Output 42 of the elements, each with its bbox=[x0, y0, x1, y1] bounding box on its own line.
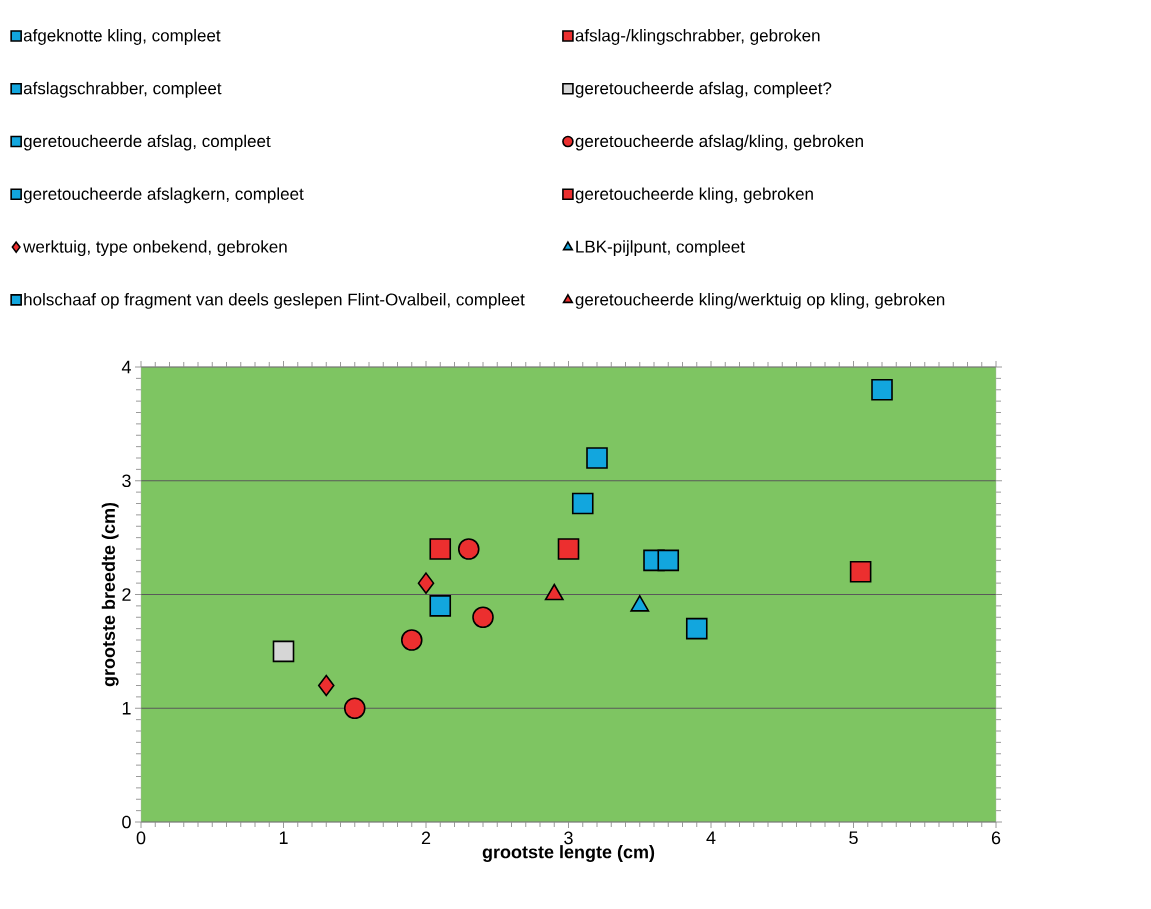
legend-label: geretoucheerde afslag/kling, gebroken bbox=[575, 134, 863, 151]
point bbox=[400, 629, 423, 651]
x-tick-label: 0 bbox=[136, 831, 146, 845]
x-axis-title: grootste lengte (cm) bbox=[482, 845, 655, 862]
y-tick-label: 2 bbox=[122, 588, 131, 601]
x-tick-label: 1 bbox=[279, 831, 288, 844]
point bbox=[557, 538, 580, 560]
legend-label: geretoucheerde kling, gebroken bbox=[575, 187, 813, 204]
legend-label: holschaaf op fragment van deels geslepen Flint-Ovalbeil, compleet bbox=[24, 293, 525, 309]
legend-label: geretoucheerde afslagkern, compleet bbox=[23, 187, 304, 204]
point bbox=[685, 617, 708, 640]
x-tick-label: 5 bbox=[849, 831, 858, 845]
point bbox=[429, 595, 452, 617]
legend-label: afgeknotte kling, compleet bbox=[23, 29, 221, 45]
point bbox=[429, 538, 452, 560]
y-axis-title: grootste breedte (cm) bbox=[101, 502, 119, 687]
y-tick-label: 4 bbox=[121, 360, 131, 374]
x-tick-label: 3 bbox=[564, 831, 573, 845]
legend-label: geretoucheerde kling/werktuig op kling, gebroken bbox=[575, 293, 945, 309]
legend-label: afslagschrabber, compleet bbox=[23, 81, 222, 98]
legend-label: werktuig, type onbekend, gebroken bbox=[23, 240, 287, 257]
point bbox=[871, 378, 893, 401]
y-tick-label: 0 bbox=[122, 815, 131, 829]
point bbox=[272, 640, 295, 663]
point bbox=[317, 674, 335, 697]
x-tick-label: 4 bbox=[706, 831, 716, 844]
legend-label: LBK-pijlpunt, compleet bbox=[576, 240, 745, 257]
legend-label: geretoucheerde afslag, compleet? bbox=[575, 81, 832, 98]
point bbox=[457, 538, 480, 560]
point bbox=[472, 606, 494, 629]
x-tick-label: 2 bbox=[421, 831, 431, 845]
legend-label: afslag-/klingschrabber, gebroken bbox=[575, 29, 820, 45]
x-tick-label: 6 bbox=[991, 831, 1001, 845]
point bbox=[417, 572, 435, 594]
legend-label: geretoucheerde afslag, compleet bbox=[23, 134, 271, 151]
point bbox=[586, 447, 608, 469]
point bbox=[571, 492, 594, 515]
y-tick-label: 1 bbox=[122, 702, 131, 715]
point bbox=[849, 560, 872, 583]
point bbox=[343, 697, 366, 720]
point bbox=[657, 549, 680, 572]
y-tick-label: 3 bbox=[122, 474, 131, 488]
